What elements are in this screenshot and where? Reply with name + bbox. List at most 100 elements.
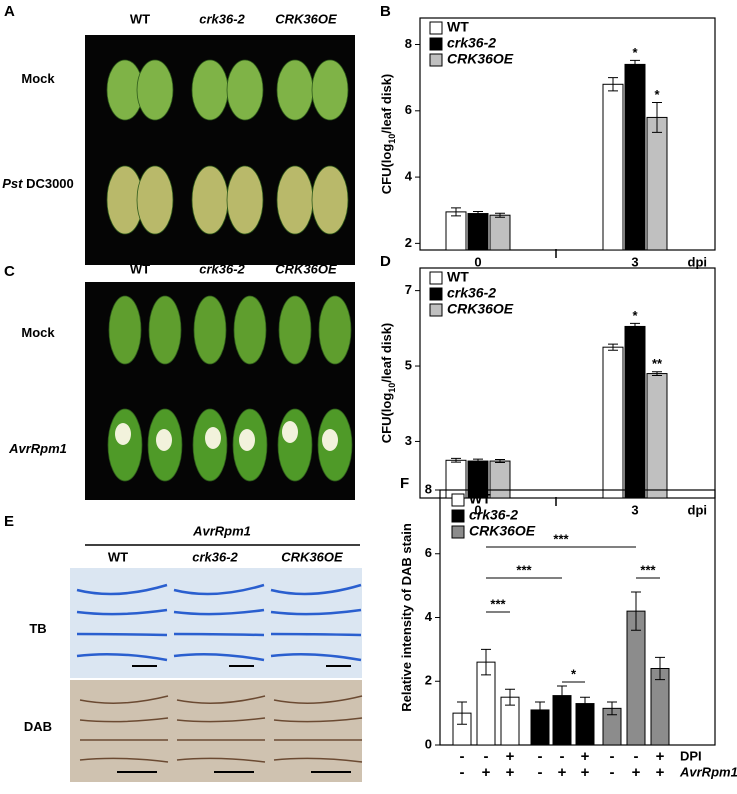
- legend-swatch: [451, 493, 465, 507]
- condition-sign: -: [538, 764, 543, 781]
- leaf: [226, 59, 264, 121]
- column-label: crk36-2: [199, 11, 245, 26]
- bar: [602, 346, 624, 499]
- lesion: [205, 427, 221, 449]
- vein: [76, 632, 168, 637]
- error-bar: [481, 648, 491, 676]
- legend-swatch: [451, 509, 465, 523]
- bar: [624, 325, 646, 499]
- y-axis-label-part: Relative intensity of DAB stain: [399, 523, 414, 712]
- significance-mark: *: [654, 87, 660, 102]
- condition-label: AvrRpm1: [679, 764, 737, 779]
- significance-label: *: [571, 666, 577, 681]
- y-tick-label: 8: [425, 481, 432, 496]
- column-label: CRK36OE: [275, 11, 337, 26]
- condition-sign: -: [610, 748, 615, 765]
- y-tick-label: 3: [405, 433, 412, 448]
- lesion: [322, 429, 338, 451]
- row-label-text: Mock: [21, 71, 55, 86]
- error-bar: [655, 656, 665, 681]
- row-label-italic: AvrRpm1: [8, 441, 67, 456]
- y-tick-label: 2: [405, 235, 412, 250]
- legend-swatch: [451, 525, 465, 539]
- vein: [270, 583, 362, 596]
- photos: [70, 35, 363, 782]
- bar: [624, 63, 646, 251]
- condition-sign: -: [460, 764, 465, 781]
- condition-sign: -: [538, 748, 543, 765]
- vein: [273, 717, 363, 723]
- row-label-text: TB: [29, 621, 46, 636]
- row-label-text: DC3000: [22, 176, 73, 191]
- y-axis-label: CFU(log10/leaf disk): [379, 74, 397, 195]
- bar: [646, 373, 668, 499]
- bar: [467, 213, 489, 251]
- error-bar: [608, 343, 618, 351]
- plot-frame: [419, 267, 716, 499]
- legend-swatch: [429, 303, 443, 317]
- row-label: DAB: [24, 719, 52, 734]
- panel-letter: E: [4, 513, 14, 530]
- leaf: [311, 59, 349, 121]
- plot-frame: [419, 17, 716, 251]
- legend-swatch: [429, 53, 443, 67]
- column-label: CRK36OE: [281, 549, 343, 564]
- error-bar: [535, 701, 545, 719]
- vein: [76, 583, 168, 596]
- legend-label: CRK36OE: [469, 523, 536, 539]
- significance-label: ***: [640, 562, 656, 577]
- vein: [270, 632, 362, 637]
- vein: [270, 608, 362, 616]
- condition-sign: +: [506, 748, 515, 765]
- leaf: [136, 165, 174, 235]
- panel-letter: F: [400, 475, 409, 492]
- significance-label: ***: [516, 562, 532, 577]
- leaf: [191, 165, 229, 235]
- bar: [626, 610, 646, 746]
- significance-label: ***: [553, 531, 569, 546]
- y-axis-label: CFU(log10/leaf disk): [379, 323, 397, 444]
- legend-label: WT: [447, 19, 469, 35]
- condition-sign: -: [484, 748, 489, 765]
- row-label: Mock: [21, 325, 55, 340]
- photo-tb: [70, 568, 362, 678]
- leaf: [108, 295, 142, 365]
- bar: [445, 211, 467, 251]
- legend-label: CRK36OE: [447, 51, 514, 67]
- column-label: WT: [108, 549, 128, 564]
- leaf: [193, 295, 227, 365]
- error-bar: [473, 458, 483, 464]
- leaf: [311, 165, 349, 235]
- lesion: [156, 429, 172, 451]
- panel-letter: B: [380, 3, 391, 20]
- legend-label: crk36-2: [447, 35, 496, 51]
- error-bar: [457, 701, 467, 725]
- error-bar: [630, 322, 640, 330]
- error-bar: [608, 77, 618, 92]
- y-tick-label: 4: [425, 609, 433, 624]
- vein: [76, 608, 168, 616]
- section-header: AvrRpm1: [192, 523, 251, 538]
- y-axis-label-part: CFU(log: [379, 393, 394, 444]
- y-tick-label: 2: [425, 673, 432, 688]
- condition-sign: +: [506, 764, 515, 781]
- x-tick-label: 3: [631, 502, 638, 517]
- bar: [646, 116, 668, 251]
- column-label: crk36-2: [192, 549, 238, 564]
- y-axis-label-part: /leaf disk): [379, 74, 394, 134]
- error-bar: [631, 591, 641, 631]
- lesion: [282, 421, 298, 443]
- error-bar: [652, 371, 662, 376]
- y-tick-label: 8: [405, 36, 412, 51]
- vein: [270, 652, 362, 662]
- vein: [173, 608, 265, 616]
- vein: [76, 652, 168, 662]
- vein: [79, 757, 169, 763]
- significance-mark: *: [632, 308, 638, 323]
- error-bar: [451, 207, 461, 217]
- photo-dab: [70, 680, 362, 782]
- row-label-text: Mock: [21, 325, 55, 340]
- legend-label: crk36-2: [469, 507, 518, 523]
- legend-swatch: [429, 37, 443, 51]
- row-label: TB: [29, 621, 46, 636]
